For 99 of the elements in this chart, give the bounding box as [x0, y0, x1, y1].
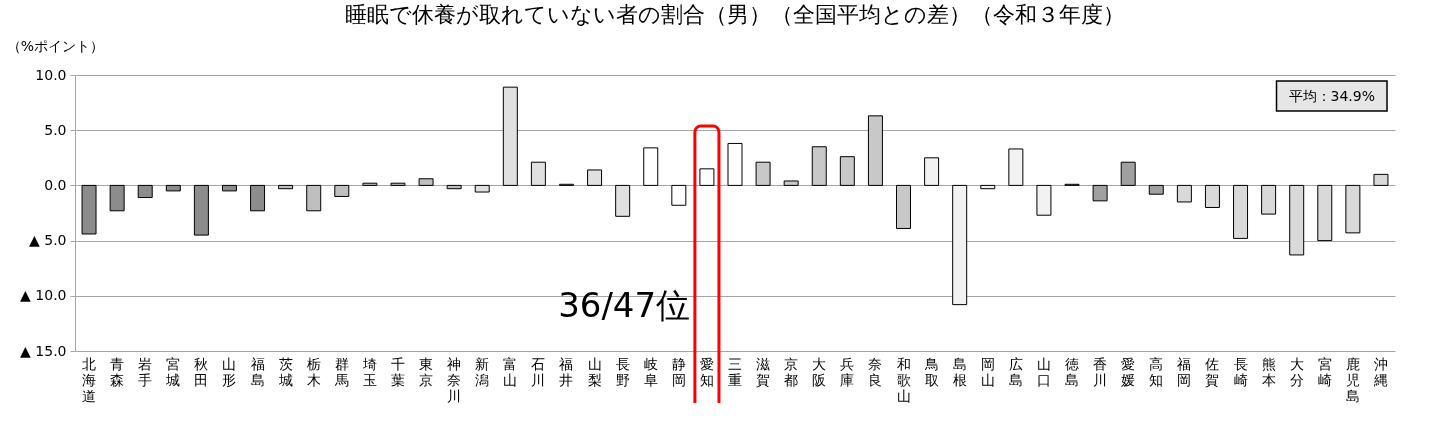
x-tick-label: 茨城: [277, 355, 293, 388]
bar: [1261, 184, 1277, 215]
x-tick-label: 兵庫: [840, 355, 855, 388]
x-tick-label: 大阪: [812, 355, 827, 388]
y-tick-label: 5.0: [44, 121, 67, 138]
x-tick-label: 三重: [728, 355, 742, 388]
bar: [1317, 184, 1333, 242]
bar: [1204, 184, 1220, 208]
bar: [109, 184, 125, 212]
bar: [137, 184, 153, 199]
bar: [839, 156, 855, 186]
bar: [615, 184, 631, 217]
x-tick-label: 静岡: [671, 355, 686, 388]
bar: [783, 180, 799, 186]
x-tick-label: 大分: [1289, 355, 1304, 388]
bar: [699, 168, 715, 186]
x-tick-label: 千葉: [390, 355, 405, 388]
bar: [1008, 148, 1024, 186]
x-tick-label: 和歌山: [896, 355, 911, 404]
x-tick-label: 沖縄: [1372, 355, 1388, 388]
bar: [727, 142, 743, 186]
x-tick-label: 栃木: [306, 355, 321, 388]
bar: [587, 169, 603, 186]
x-tick-label: 宮城: [165, 355, 181, 388]
x-tick-label: 京都: [784, 355, 799, 388]
bar: [1345, 184, 1361, 234]
x-tick-label: 佐賀: [1205, 355, 1220, 388]
x-tick-label: 愛媛: [1121, 355, 1136, 388]
x-tick-label: 島根: [952, 355, 967, 388]
x-tick-label: 福岡: [1177, 355, 1192, 388]
y-tick-label: ▲ 15.0: [20, 342, 67, 359]
x-tick-label: 長崎: [1233, 355, 1248, 388]
bar: [278, 184, 294, 190]
bar: [643, 147, 659, 186]
x-tick-label: 広島: [1008, 355, 1023, 388]
x-tick-label: 北海道: [82, 355, 97, 404]
x-tick-label: 徳島: [1065, 355, 1080, 388]
x-tick-label: 高知: [1149, 355, 1164, 388]
bar: [390, 182, 406, 186]
x-tick-label: 奈良: [868, 355, 883, 388]
x-tick-label: 石川: [531, 355, 546, 388]
x-tick-label: 鳥取: [923, 355, 939, 388]
x-tick-label: 香川: [1093, 355, 1108, 388]
bar: [924, 157, 940, 186]
bar: [1373, 173, 1389, 186]
x-tick-label: 山梨: [587, 355, 602, 388]
x-tick-label: 滋賀: [756, 355, 771, 388]
annotation: 平均：34.9%: [1288, 88, 1375, 104]
x-tick-label: 山口: [1036, 355, 1051, 388]
x-tick-label: 山形: [222, 355, 237, 388]
y-tick-label: 10.0: [35, 66, 67, 83]
bar: [306, 184, 322, 212]
chart-title: 睡眠で休養が取れていない者の割合（男）（全国平均との差）（令和３年度）: [345, 2, 1125, 27]
bar: [362, 182, 378, 186]
bar: [221, 184, 237, 192]
x-tick-label: 青森: [110, 355, 125, 388]
x-tick-label: 福井: [559, 355, 574, 388]
x-tick-label: 富山: [503, 355, 518, 388]
x-tick-label: 秋田: [194, 355, 209, 388]
x-tick-label: 岩手: [138, 355, 153, 388]
bar: [81, 184, 97, 235]
bar: [952, 184, 968, 306]
y-tick-label: ▲ 10.0: [20, 287, 67, 304]
x-tick-label: 岐阜: [643, 355, 658, 388]
y-axis-title: （%ポイント）: [6, 37, 105, 54]
bar: [502, 86, 518, 186]
y-tick-label: ▲ 5.0: [29, 232, 67, 249]
bar: [671, 184, 687, 206]
bar: [1233, 184, 1249, 239]
x-tick-label: 愛知: [699, 355, 714, 388]
x-tick-label: 群馬: [333, 355, 349, 388]
x-tick-label: 宮崎: [1317, 355, 1332, 388]
annotation: 36/47位: [558, 285, 691, 325]
bar: [334, 184, 350, 197]
x-tick-label: 岡山: [980, 355, 995, 388]
bar: [530, 161, 546, 186]
bar: [446, 184, 462, 190]
bar: [755, 161, 771, 186]
bar: [474, 184, 490, 193]
x-tick-label: 長野: [615, 355, 630, 388]
bar: [980, 184, 996, 190]
bar: [165, 184, 181, 192]
bar: [418, 178, 434, 186]
x-tick-label: 福島: [250, 355, 265, 388]
bar: [193, 184, 209, 236]
x-tick-label: 東京: [419, 355, 434, 388]
bar: [1289, 184, 1305, 256]
x-tick-label: 新潟: [475, 355, 490, 388]
y-tick-label: 0.0: [44, 176, 67, 193]
bar: [1036, 184, 1052, 216]
bar: [1176, 184, 1192, 203]
bar: [867, 115, 883, 186]
x-tick-label: 鹿児島: [1345, 355, 1360, 404]
bar: [896, 184, 912, 229]
bar: [250, 184, 266, 212]
bar: [811, 146, 827, 186]
x-tick-label: 熊本: [1261, 355, 1276, 388]
x-tick-label: 神奈川: [447, 355, 462, 404]
x-tick-label: 埼玉: [361, 355, 377, 388]
